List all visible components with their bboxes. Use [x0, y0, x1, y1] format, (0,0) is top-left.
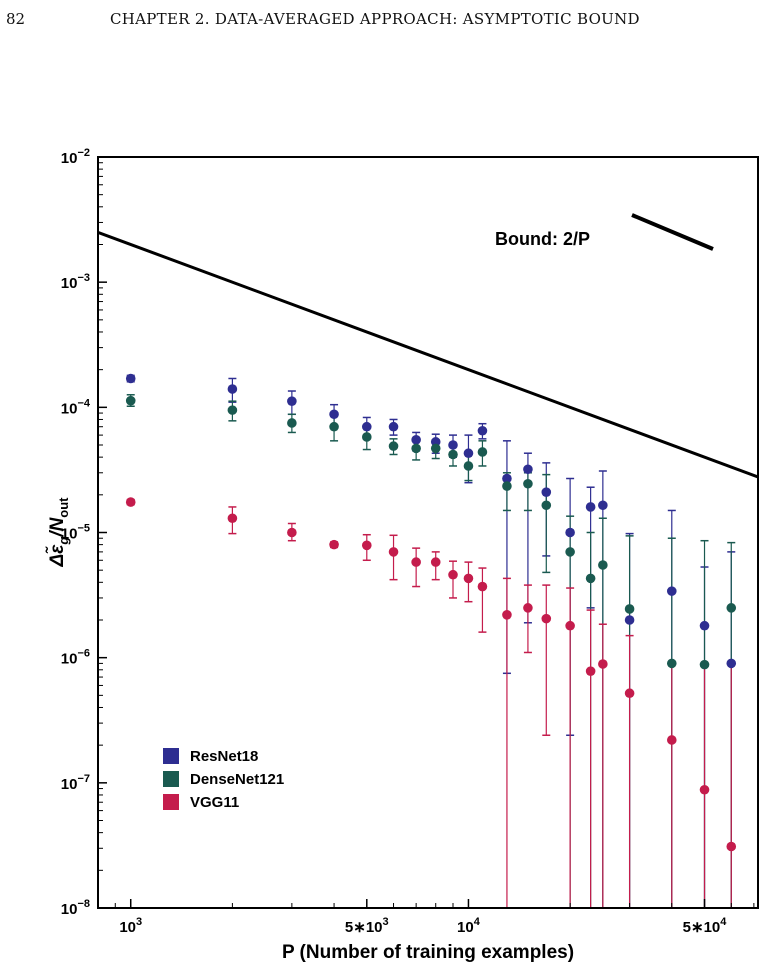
densenet121-point [388, 441, 399, 451]
vgg11-point [411, 557, 421, 567]
vgg11-point [585, 666, 596, 676]
densenet121-point [287, 418, 297, 428]
vgg11-point [448, 569, 458, 580]
resnet18-point [585, 502, 596, 512]
y-tick-label: 10−5 [61, 523, 90, 543]
x-tick-label: 104 [457, 916, 481, 936]
densenet121-point [523, 478, 533, 489]
densenet121-point [502, 481, 512, 491]
densenet121-point [329, 421, 339, 432]
densenet121-point [430, 443, 441, 454]
densenet121-legend-label: DenseNet121 [190, 771, 284, 788]
vgg11-point [726, 841, 737, 852]
densenet121-point [541, 500, 552, 511]
y-tick-label: 10−8 [61, 898, 90, 918]
resnet18-point [448, 440, 458, 450]
vgg11-point [287, 527, 297, 538]
resnet18-point [523, 464, 533, 475]
vgg11-point [430, 557, 441, 567]
densenet121-point [624, 604, 635, 614]
densenet121-point [585, 573, 596, 584]
y-tick-label: 10−4 [61, 397, 91, 417]
densenet121-point [411, 443, 421, 454]
y-tick-label: 10−7 [61, 773, 90, 793]
vgg11-point [666, 735, 677, 745]
vgg11-point [477, 581, 488, 592]
densenet121-point [463, 461, 474, 471]
y-tick-label: 10−2 [61, 147, 90, 167]
y-label-sub-g: g [56, 537, 71, 546]
resnet18-point [329, 409, 339, 420]
resnet18-point [624, 615, 635, 625]
vgg11-point [361, 540, 372, 551]
vgg11-legend-label: VGG11 [190, 794, 239, 811]
vgg11-point [699, 784, 710, 795]
x-tick-label: 5∗103 [345, 916, 389, 936]
resnet18-point [598, 500, 608, 511]
vgg11-point [624, 688, 635, 699]
page-header: 82 CHAPTER 2. DATA-AVERAGED APPROACH: AS… [0, 0, 784, 40]
axis-labels: P (Number of training examples) Δε̃g/Nou… [45, 497, 574, 963]
vgg11-legend-swatch [163, 794, 179, 810]
bound-label: Bound: 2/P [495, 229, 590, 249]
plot-area [98, 230, 758, 908]
y-label-main: Δε̃ [45, 544, 68, 568]
densenet121-point [666, 658, 677, 669]
x-tick-label: 103 [119, 916, 142, 936]
densenet121-point [598, 560, 608, 570]
resnet18-point [726, 658, 737, 669]
resnet18-point [388, 421, 399, 432]
resnet18-point [502, 473, 512, 484]
resnet18-point [477, 425, 488, 436]
densenet121-point [361, 432, 372, 442]
resnet18-point [125, 373, 136, 384]
y-axis-label: Δε̃g/Nout [45, 497, 71, 568]
densenet121-point [448, 449, 458, 460]
vgg11-point [125, 497, 136, 507]
axis-ticks: 10−8 10−7 10−6 10−5 10−4 10−3 10−2 103 5∗103 104 5… [61, 147, 755, 936]
vgg11-point [523, 603, 533, 613]
x-axis-label: P (Number of training examples) [282, 942, 574, 963]
y-label-slash: /N [47, 516, 68, 537]
y-tick-label: 10−3 [61, 272, 90, 292]
vgg11-point [388, 547, 399, 557]
densenet121-point [227, 405, 238, 415]
legend: ResNet18 DenseNet121 VGG11 [163, 748, 284, 811]
resnet18-point [541, 487, 552, 497]
resnet18-point [361, 421, 372, 432]
bound-line [98, 230, 758, 479]
vgg11-point [541, 613, 552, 624]
x-tick-label: 5∗104 [683, 916, 728, 936]
running-head: CHAPTER 2. DATA-AVERAGED APPROACH: ASYMP… [110, 10, 640, 28]
y-tick-label: 10−6 [61, 648, 90, 668]
vgg11-point [565, 620, 575, 631]
vgg11-point [463, 573, 474, 584]
densenet121-point [726, 603, 737, 613]
densenet121-legend-swatch [163, 771, 179, 787]
y-label-sub-out: out [56, 497, 71, 518]
resnet18-point [227, 384, 238, 394]
bound-annotation: Bound: 2/P [495, 213, 714, 251]
vgg11-point [329, 539, 339, 550]
vgg11-point [598, 659, 608, 669]
resnet18-legend-label: ResNet18 [190, 748, 258, 765]
densenet121-point [125, 395, 136, 406]
bound-legend-line [631, 213, 714, 251]
resnet18-point [666, 586, 677, 596]
resnet18-point [565, 527, 575, 538]
densenet121-point [477, 447, 488, 457]
resnet18-point [463, 448, 474, 459]
vgg11-point [227, 513, 238, 524]
resnet18-legend-swatch [163, 748, 179, 764]
page-number: 82 [6, 10, 26, 28]
vgg11-point [502, 610, 512, 620]
densenet121-point [699, 659, 710, 670]
resnet18-point [699, 620, 710, 631]
resnet18-point [411, 435, 421, 445]
densenet121-point [565, 547, 575, 557]
resnet18-point [287, 396, 297, 406]
